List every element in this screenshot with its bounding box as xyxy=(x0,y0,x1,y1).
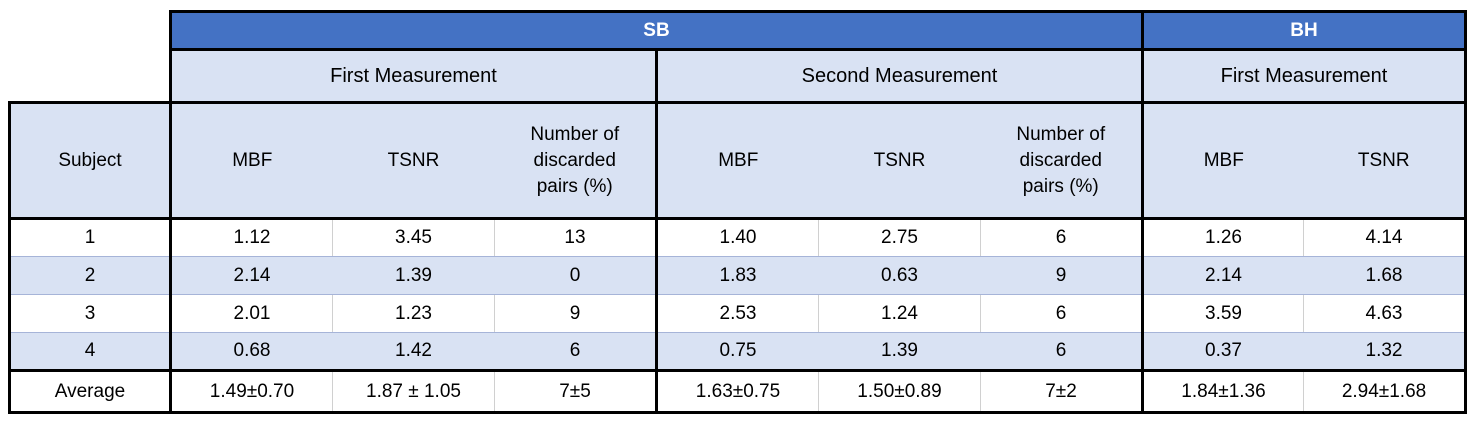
cell-r2-subject: 3 xyxy=(8,294,172,333)
cell-avg-tsnr-1: 1.87 ± 1.05 xyxy=(332,369,495,414)
cell-r2-tsnr-3: 4.63 xyxy=(1302,294,1468,333)
cell-r3-mbf-2: 0.75 xyxy=(656,332,819,371)
group-header-bh: BH xyxy=(1140,10,1468,51)
cell-r0-discarded-1: 13 xyxy=(494,218,658,257)
cell-avg-mbf-3: 1.84±1.36 xyxy=(1142,369,1304,414)
table-row-subject-1: 1 1.12 3.45 13 1.40 2.75 6 1.26 4.14 xyxy=(8,218,1468,257)
measurement-header-sb-first: First Measurement xyxy=(169,49,658,104)
cell-avg-tsnr-2: 1.50±0.89 xyxy=(818,369,981,414)
col-header-tsnr-1: TSNR xyxy=(332,102,495,220)
cell-r1-subject: 2 xyxy=(8,256,172,295)
cell-r1-mbf-2: 1.83 xyxy=(656,256,819,295)
cell-avg-label: Average xyxy=(8,369,172,414)
empty-corner-cell xyxy=(9,11,171,103)
group-header-row: SB BH xyxy=(9,10,1468,103)
cell-r0-tsnr-3: 4.14 xyxy=(1302,218,1468,257)
cell-r3-tsnr-2: 1.39 xyxy=(818,332,981,371)
cell-r2-mbf-3: 3.59 xyxy=(1142,294,1304,333)
cell-r1-tsnr-3: 1.68 xyxy=(1302,256,1468,295)
col-header-mbf-2: MBF xyxy=(656,102,819,220)
measurement-header-bh-first: First Measurement xyxy=(1142,49,1468,104)
cell-r0-mbf-2: 1.40 xyxy=(656,218,819,257)
cell-avg-mbf-1: 1.49±0.70 xyxy=(170,369,333,414)
cell-r3-discarded-2: 6 xyxy=(980,332,1144,371)
cell-r2-discarded-2: 6 xyxy=(980,294,1144,333)
cell-avg-mbf-2: 1.63±0.75 xyxy=(656,369,819,414)
cell-r0-mbf-3: 1.26 xyxy=(1142,218,1304,257)
cell-r0-subject: 1 xyxy=(8,218,172,257)
cell-r1-tsnr-1: 1.39 xyxy=(332,256,495,295)
cell-r0-tsnr-1: 3.45 xyxy=(332,218,495,257)
table-row-average: Average 1.49±0.70 1.87 ± 1.05 7±5 1.63±0… xyxy=(8,369,1468,414)
cell-r0-discarded-2: 6 xyxy=(980,218,1144,257)
measurement-header-sb-second: Second Measurement xyxy=(656,49,1144,104)
cell-r3-discarded-1: 6 xyxy=(494,332,658,371)
cell-r3-tsnr-1: 1.42 xyxy=(332,332,495,371)
cell-r2-tsnr-1: 1.23 xyxy=(332,294,495,333)
col-header-subject: Subject xyxy=(8,101,172,220)
cell-r3-subject: 4 xyxy=(8,332,172,371)
cell-r2-mbf-1: 2.01 xyxy=(170,294,333,333)
column-header-row: Subject MBF TSNR Number of discarded pai… xyxy=(8,101,1468,220)
table-row-subject-2: 2 2.14 1.39 0 1.83 0.63 9 2.14 1.68 xyxy=(8,256,1468,295)
cell-r3-mbf-1: 0.68 xyxy=(170,332,333,371)
col-header-tsnr-2: TSNR xyxy=(818,102,981,220)
col-header-mbf-3: MBF xyxy=(1142,102,1304,220)
col-header-discarded-2: Number of discarded pairs (%) xyxy=(980,102,1144,220)
cell-r1-discarded-2: 9 xyxy=(980,256,1144,295)
cell-r2-mbf-2: 2.53 xyxy=(656,294,819,333)
cell-r1-tsnr-2: 0.63 xyxy=(818,256,981,295)
cell-avg-tsnr-3: 2.94±1.68 xyxy=(1302,369,1468,414)
table-row-subject-3: 3 2.01 1.23 9 2.53 1.24 6 3.59 4.63 xyxy=(8,294,1468,333)
cell-avg-discarded-2: 7±2 xyxy=(980,369,1144,414)
cell-avg-discarded-1: 7±5 xyxy=(494,369,658,414)
cell-r3-mbf-3: 0.37 xyxy=(1142,332,1304,371)
col-header-mbf-1: MBF xyxy=(170,102,333,220)
cell-r1-mbf-1: 2.14 xyxy=(170,256,333,295)
measurement-header-row: First Measurement Second Measurement Fir… xyxy=(10,49,1468,104)
cell-r1-discarded-1: 0 xyxy=(494,256,658,295)
cell-r2-tsnr-2: 1.24 xyxy=(818,294,981,333)
cell-r3-tsnr-3: 1.32 xyxy=(1302,332,1468,371)
group-header-sb: SB xyxy=(169,10,1144,51)
col-header-tsnr-3: TSNR xyxy=(1303,102,1468,220)
table-row-subject-4: 4 0.68 1.42 6 0.75 1.39 6 0.37 1.32 xyxy=(8,332,1468,371)
cell-r2-discarded-1: 9 xyxy=(494,294,658,333)
cell-r1-mbf-3: 2.14 xyxy=(1142,256,1304,295)
measurement-table: SB BH First Measurement Second Measureme… xyxy=(8,10,1468,414)
col-header-discarded-1: Number of discarded pairs (%) xyxy=(494,102,658,220)
cell-r0-tsnr-2: 2.75 xyxy=(818,218,981,257)
cell-r0-mbf-1: 1.12 xyxy=(170,218,333,257)
